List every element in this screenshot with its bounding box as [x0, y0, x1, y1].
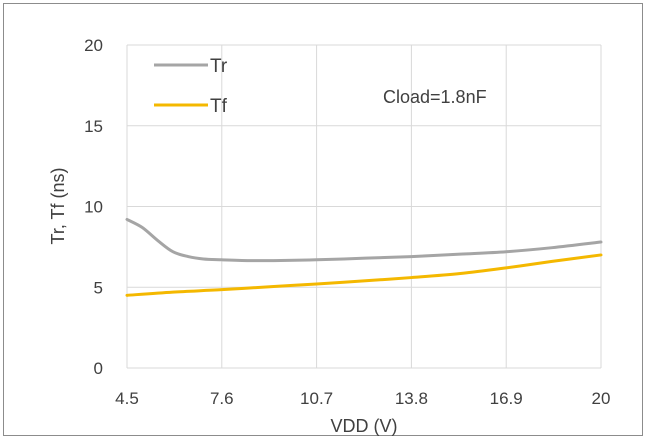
series-line-tr — [125, 217, 603, 263]
y-tick-label: 0 — [94, 359, 103, 378]
x-axis-title: VDD (V) — [331, 416, 398, 436]
series-line-tf — [125, 253, 603, 297]
x-tick-label: 10.7 — [300, 389, 333, 408]
grid — [126, 44, 602, 369]
series-lines — [125, 217, 603, 297]
x-tick-label: 16.9 — [490, 389, 523, 408]
y-axis-title: Tr, Tf (ns) — [48, 167, 68, 244]
x-tick-label: 4.5 — [115, 389, 139, 408]
legend-label-tr: Tr — [210, 56, 228, 77]
x-tick-label: 7.6 — [210, 389, 234, 408]
annotation-cload: Cload=1.8nF — [383, 87, 487, 107]
legend-label-tf: Tf — [210, 96, 228, 117]
y-tick-label: 10 — [84, 198, 103, 217]
x-tick-labels: 4.5 7.6 10.7 13.8 16.9 20 — [115, 389, 610, 408]
y-tick-label: 15 — [84, 117, 103, 136]
x-tick-label: 13.8 — [395, 389, 428, 408]
y-tick-label: 5 — [94, 278, 103, 297]
chart-frame — [3, 3, 643, 436]
x-tick-label: 20 — [592, 389, 611, 408]
y-tick-label: 20 — [84, 36, 103, 55]
y-tick-labels: 0 5 10 15 20 — [84, 36, 103, 378]
